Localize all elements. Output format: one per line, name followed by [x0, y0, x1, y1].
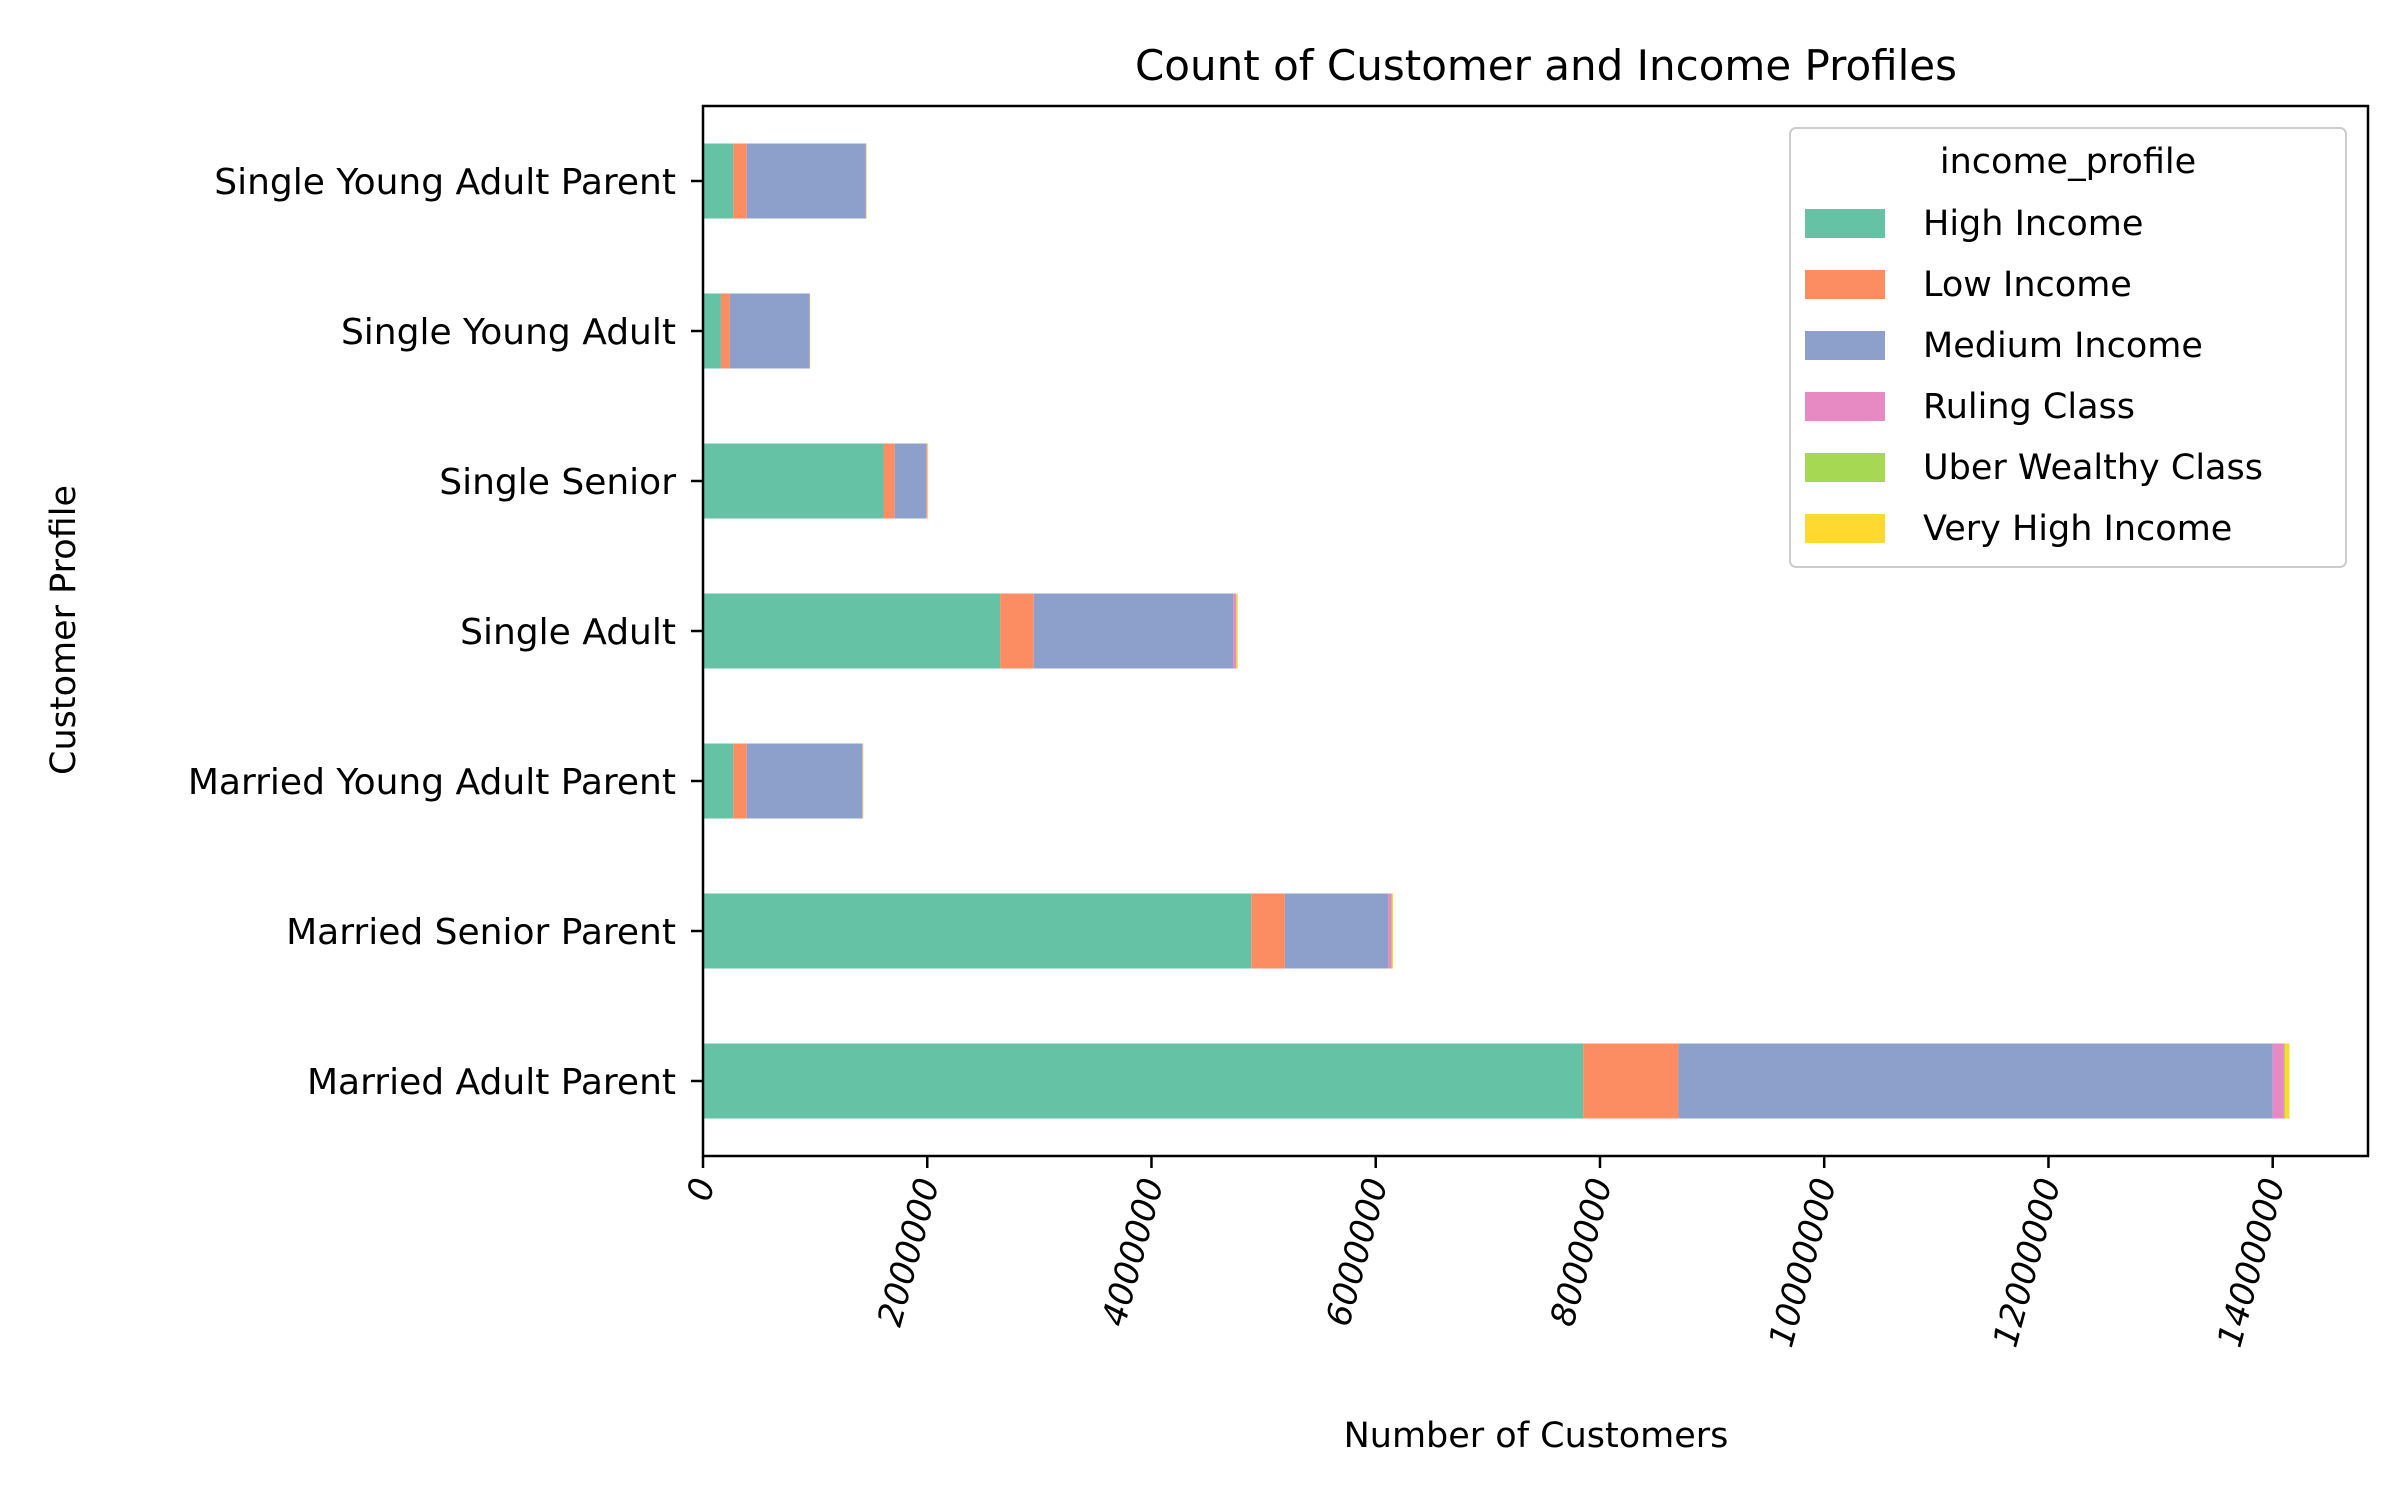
y-tick-label: Married Young Adult Parent — [188, 762, 676, 803]
bar-segment — [865, 143, 867, 219]
bar-segment — [1583, 1043, 1679, 1119]
bar-segment — [1000, 593, 1034, 669]
legend-swatch — [1805, 514, 1885, 543]
bars-group — [703, 143, 2290, 1119]
bar-segment — [926, 443, 928, 519]
bar-segment — [862, 743, 863, 819]
bar-segment — [1251, 893, 1285, 969]
y-tick-label: Single Senior — [439, 462, 676, 503]
legend-entry: Very High Income — [1923, 509, 2232, 549]
bar-segment — [703, 293, 721, 369]
x-tick-label: 10000000 — [1761, 1174, 1844, 1352]
y-tick-label: Married Senior Parent — [286, 912, 676, 953]
bar-segment — [1284, 893, 1389, 969]
bar-segment — [883, 443, 895, 519]
legend-frame — [1789, 127, 2347, 568]
legend-swatch — [1805, 270, 1885, 299]
legend: income_profile High Income Low Income Medi… — [1789, 127, 2347, 568]
bar-segment — [703, 593, 1001, 669]
bar-segment — [746, 743, 863, 819]
x-tick-label: 14000000 — [2210, 1174, 2293, 1352]
bar-segment — [1391, 893, 1394, 969]
legend-entry: Low Income — [1923, 265, 2132, 305]
bar-segment — [1033, 593, 1234, 669]
bar-segment — [703, 743, 734, 819]
y-tick-label: Single Adult — [460, 612, 676, 653]
x-tick-label: 8000000 — [1543, 1174, 1621, 1331]
x-tick-label: 0 — [679, 1174, 723, 1205]
bar-segment — [703, 443, 884, 519]
bar-segment — [1391, 893, 1392, 969]
y-tick-label: Single Young Adult — [341, 312, 676, 353]
bar-segment — [2285, 1043, 2290, 1119]
legend-swatch — [1805, 392, 1885, 421]
bar-segment — [1236, 593, 1237, 669]
bar-segment — [703, 1043, 1584, 1119]
bar-segment — [2283, 1043, 2286, 1119]
legend-title: income_profile — [1940, 142, 2196, 182]
x-tick-label: 2000000 — [870, 1174, 948, 1331]
x-tick-label: 4000000 — [1094, 1174, 1172, 1331]
y-tick-label: Married Adult Parent — [307, 1062, 676, 1103]
legend-swatch — [1805, 331, 1885, 360]
y-tick-label: Single Young Adult Parent — [214, 162, 676, 203]
chart-title: Count of Customer and Income Profiles — [1135, 41, 1957, 90]
x-tick-label: 12000000 — [1986, 1174, 2069, 1352]
x-axis-ticks: 0 2000000 4000000 6000000 8000000 10000000 120… — [679, 1156, 2293, 1351]
legend-swatch — [1805, 453, 1885, 482]
bar-segment — [703, 143, 734, 219]
bar-segment — [733, 143, 747, 219]
bar-segment — [703, 893, 1252, 969]
bar-segment — [1388, 893, 1392, 969]
y-axis-label: Customer Profile — [44, 485, 84, 775]
legend-entry: Ruling Class — [1923, 387, 2135, 427]
bar-segment — [927, 443, 929, 519]
legend-entry: High Income — [1923, 204, 2143, 244]
legend-swatch — [1805, 209, 1885, 238]
bar-segment — [733, 743, 747, 819]
bar-segment — [2272, 1043, 2284, 1119]
bar-segment — [720, 293, 730, 369]
legend-entry: Uber Wealthy Class — [1923, 448, 2263, 488]
bar-segment — [729, 293, 810, 369]
bar-segment — [1236, 593, 1238, 669]
bar-segment — [1678, 1043, 2273, 1119]
y-axis-ticks: Married Adult Parent Married Senior Paren… — [188, 162, 703, 1103]
x-axis-label: Number of Customers — [1344, 1416, 1729, 1456]
legend-entry: Medium Income — [1923, 326, 2203, 366]
bar-segment — [1233, 593, 1237, 669]
x-tick-label: 6000000 — [1319, 1174, 1397, 1331]
bar-segment — [746, 143, 866, 219]
bar-segment — [894, 443, 927, 519]
